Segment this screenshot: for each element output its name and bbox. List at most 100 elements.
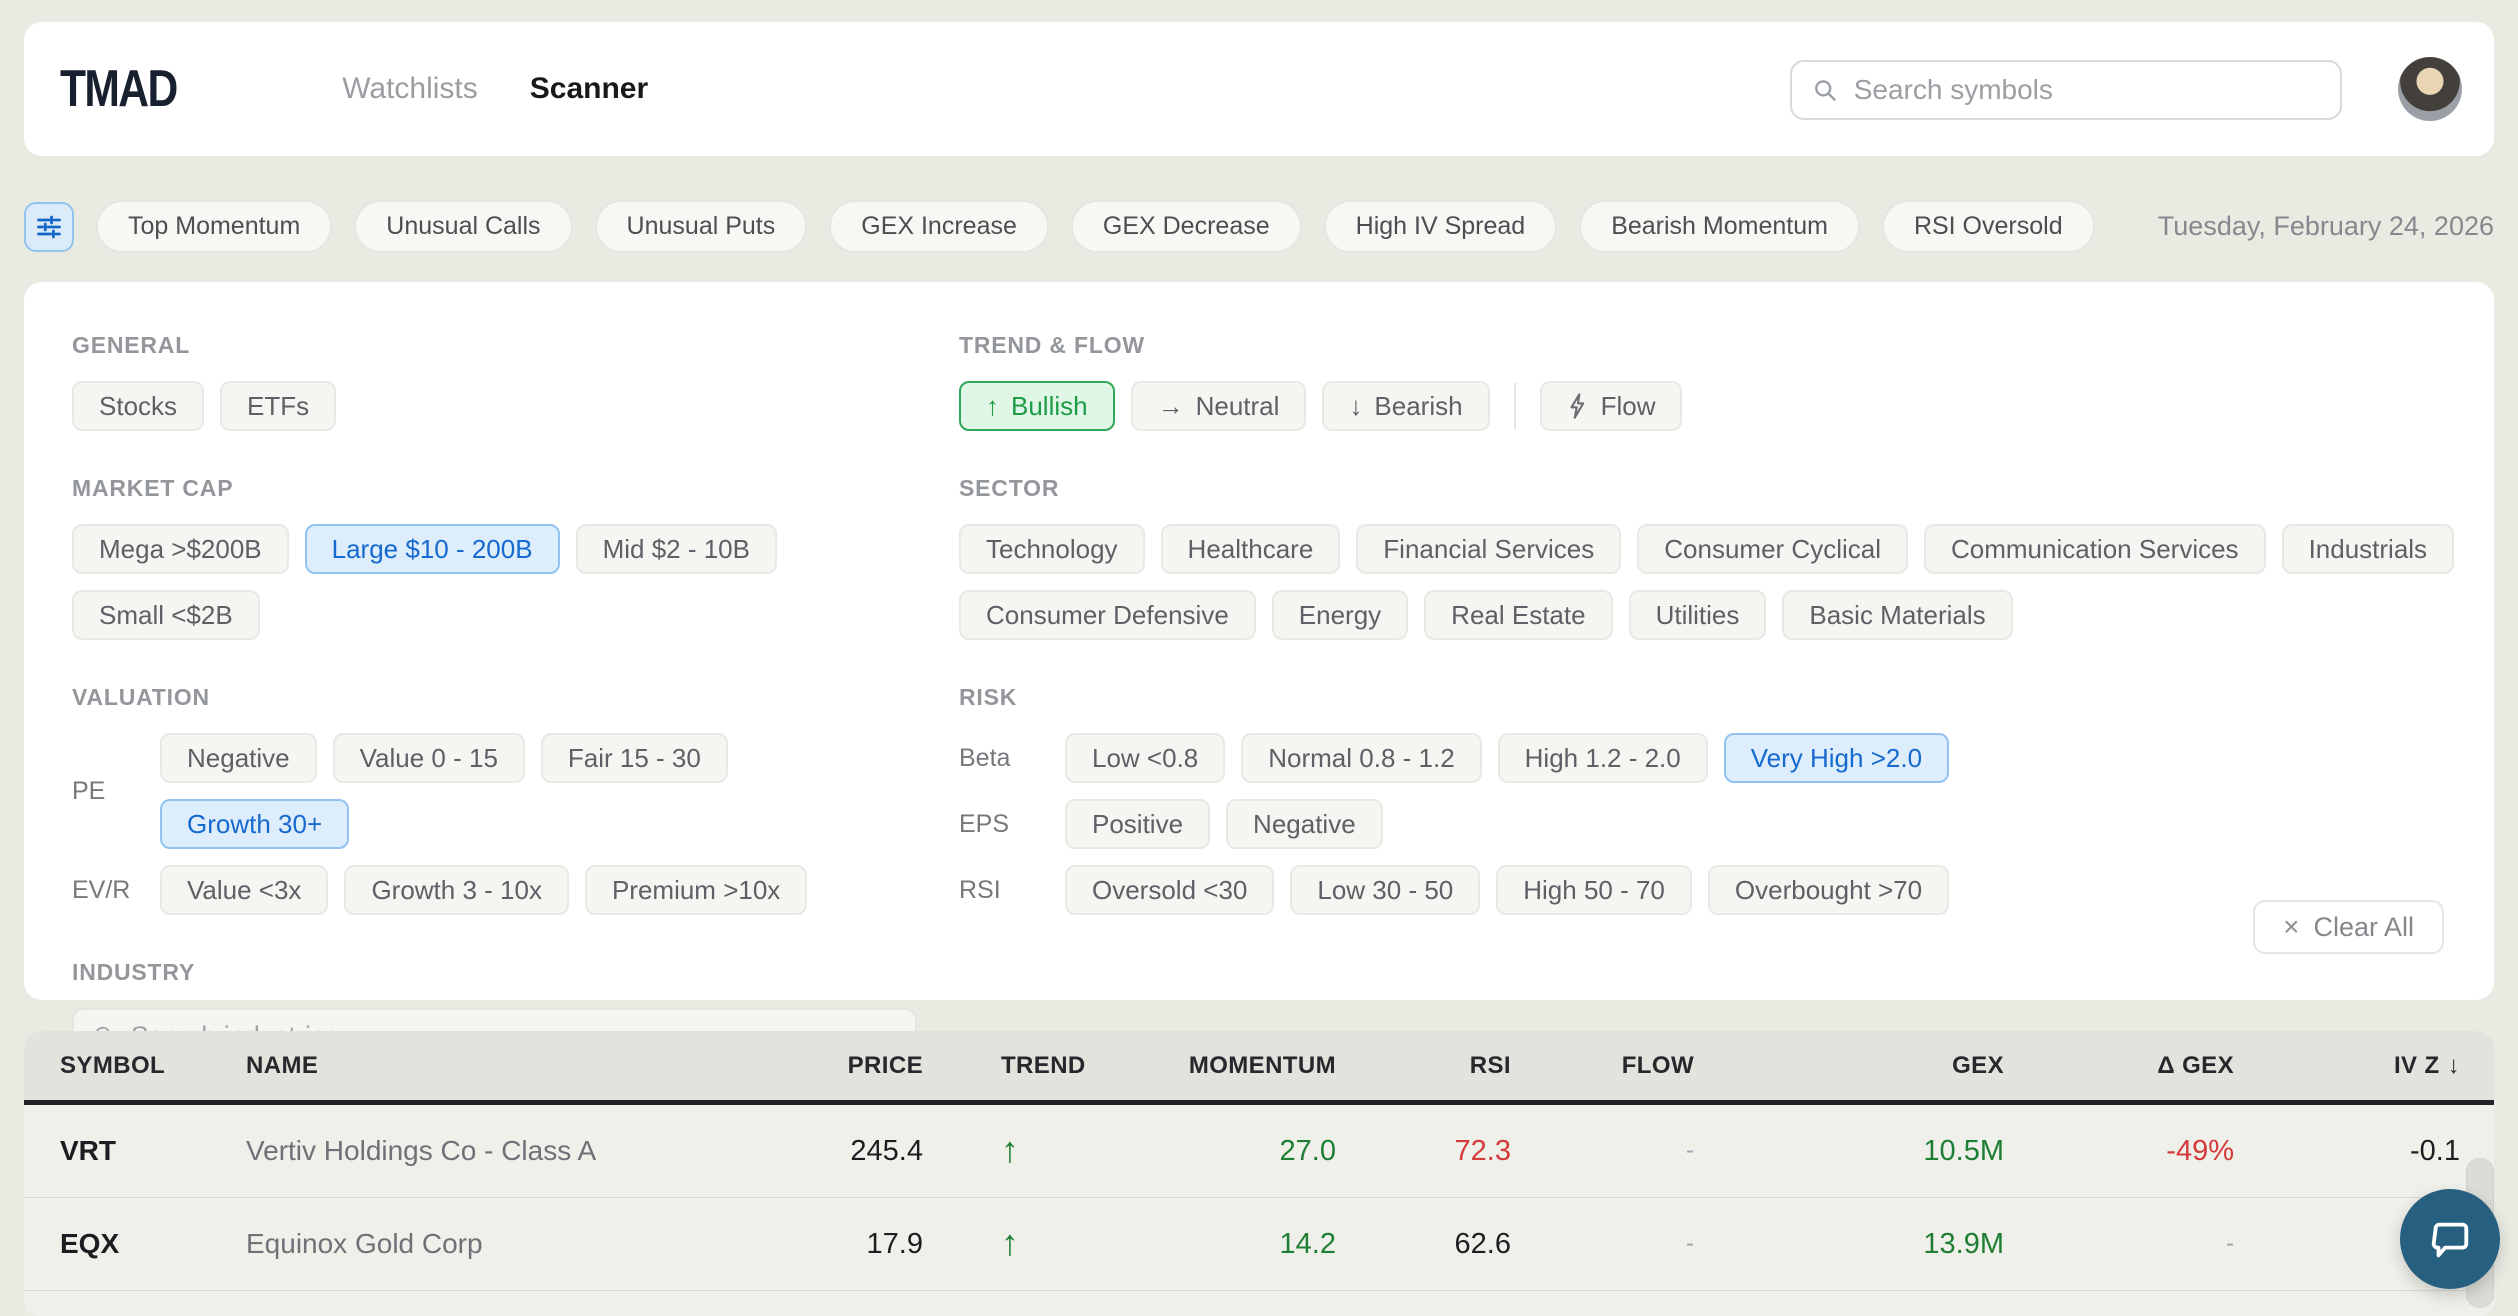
filter-chip-evr-premium[interactable]: Premium >10x bbox=[584, 865, 808, 915]
filter-chip-communication-services[interactable]: Communication Services bbox=[1924, 524, 2266, 574]
col-gex[interactable]: GEX bbox=[1952, 1051, 2004, 1079]
filter-chip-consumer-cyclical[interactable]: Consumer Cyclical bbox=[1637, 524, 1908, 574]
filter-chip-healthcare[interactable]: Healthcare bbox=[1160, 524, 1341, 574]
preset-chip-high-iv-spread[interactable]: High IV Spread bbox=[1323, 200, 1558, 253]
symbol-search[interactable] bbox=[1790, 60, 2342, 120]
filter-chip-technology[interactable]: Technology bbox=[959, 524, 1145, 574]
beta-label: Beta bbox=[959, 743, 1011, 772]
col-flow[interactable]: FLOW bbox=[1621, 1051, 1694, 1079]
table-row[interactable]: EQX Equinox Gold Corp 17.9 ↑ 14.2 62.6 -… bbox=[24, 1198, 2494, 1291]
filter-panel: GENERAL Stocks ETFs MARKET CAP Mega >$20… bbox=[24, 282, 2494, 1064]
tab-watchlists[interactable]: Watchlists bbox=[342, 72, 478, 105]
filter-chip-mid[interactable]: Mid $2 - 10B bbox=[575, 524, 777, 574]
col-price[interactable]: PRICE bbox=[847, 1051, 923, 1079]
cell-flow: - bbox=[1686, 1230, 1694, 1257]
symbol-search-input[interactable] bbox=[1853, 74, 2320, 106]
cell-price: 245.4 bbox=[850, 1134, 923, 1167]
filter-chip-beta-low[interactable]: Low <0.8 bbox=[1065, 733, 1226, 783]
col-momentum[interactable]: MOMENTUM bbox=[1188, 1051, 1336, 1079]
filter-chip-pe-negative[interactable]: Negative bbox=[160, 733, 317, 783]
cell-name: Equinox Gold Corp bbox=[246, 1228, 483, 1259]
chat-button[interactable] bbox=[2400, 1189, 2500, 1289]
section-label-market-cap: MARKET CAP bbox=[72, 475, 234, 501]
filter-chip-pe-fair[interactable]: Fair 15 - 30 bbox=[540, 733, 728, 783]
preset-chip-gex-increase[interactable]: GEX Increase bbox=[829, 200, 1049, 253]
filter-chip-large[interactable]: Large $10 - 200B bbox=[304, 524, 560, 574]
filter-chip-industrials[interactable]: Industrials bbox=[2281, 524, 2455, 574]
pe-label: PE bbox=[72, 776, 106, 805]
filter-chip-etfs[interactable]: ETFs bbox=[220, 381, 337, 431]
market-cap-options: Mega >$200B Large $10 - 200B Mid $2 - 10… bbox=[72, 524, 922, 640]
filter-chip-beta-very-high[interactable]: Very High >2.0 bbox=[1723, 733, 1950, 783]
col-delta-gex[interactable]: Δ GEX bbox=[2157, 1051, 2234, 1079]
filter-chip-rsi-high[interactable]: High 50 - 70 bbox=[1496, 865, 1692, 915]
cell-rsi: 62.6 bbox=[1454, 1227, 1511, 1260]
top-nav: TMAD Watchlists Scanner bbox=[24, 22, 2494, 156]
beta-row: Beta Low <0.8 Normal 0.8 - 1.2 High 1.2 … bbox=[959, 733, 2459, 783]
col-name[interactable]: NAME bbox=[246, 1051, 319, 1079]
filter-chip-pe-value[interactable]: Value 0 - 15 bbox=[332, 733, 525, 783]
preset-chip-rsi-oversold[interactable]: RSI Oversold bbox=[1881, 200, 2095, 253]
section-label-trend-flow: TREND & FLOW bbox=[959, 332, 1145, 358]
preset-chip-top-momentum[interactable]: Top Momentum bbox=[96, 200, 333, 253]
filter-chip-beta-normal[interactable]: Normal 0.8 - 1.2 bbox=[1241, 733, 1482, 783]
filter-chip-eps-negative[interactable]: Negative bbox=[1226, 799, 1383, 849]
sector-options-row1: Technology Healthcare Financial Services… bbox=[959, 524, 2459, 574]
eps-row: EPS Positive Negative bbox=[959, 799, 2459, 849]
preset-chip-bearish-momentum[interactable]: Bearish Momentum bbox=[1579, 200, 1860, 253]
search-icon bbox=[1815, 80, 1836, 101]
chat-icon bbox=[2431, 1222, 2469, 1258]
filter-chip-evr-growth[interactable]: Growth 3 - 10x bbox=[344, 865, 569, 915]
section-label-sector: SECTOR bbox=[959, 475, 1060, 501]
filter-chip-mega[interactable]: Mega >$200B bbox=[72, 524, 289, 574]
trend-up-icon: ↑ bbox=[1001, 1129, 1019, 1170]
filter-chip-rsi-oversold[interactable]: Oversold <30 bbox=[1065, 865, 1275, 915]
col-trend[interactable]: TREND bbox=[1001, 1051, 1086, 1079]
tab-scanner[interactable]: Scanner bbox=[529, 72, 649, 105]
filter-chip-real-estate[interactable]: Real Estate bbox=[1424, 590, 1613, 640]
clear-all-button[interactable]: × Clear All bbox=[2253, 900, 2444, 954]
evr-label: EV/R bbox=[72, 875, 131, 904]
filter-chip-bullish[interactable]: ↑ Bullish bbox=[959, 381, 1115, 431]
filter-chip-flow[interactable]: Flow bbox=[1539, 381, 1683, 431]
rsi-label: RSI bbox=[959, 875, 1001, 904]
divider bbox=[1513, 383, 1516, 429]
filter-chip-evr-value[interactable]: Value <3x bbox=[160, 865, 329, 915]
arrow-right-icon: → bbox=[1157, 390, 1184, 421]
cell-iv-z: -0.1 bbox=[2410, 1134, 2460, 1167]
filter-chip-eps-positive[interactable]: Positive bbox=[1065, 799, 1211, 849]
avatar[interactable] bbox=[2398, 57, 2462, 121]
filter-chip-energy[interactable]: Energy bbox=[1271, 590, 1409, 640]
filter-chip-small[interactable]: Small <$2B bbox=[72, 590, 260, 640]
col-symbol[interactable]: SYMBOL bbox=[60, 1051, 166, 1079]
col-rsi[interactable]: RSI bbox=[1469, 1051, 1511, 1079]
table-row[interactable]: VRT Vertiv Holdings Co - Class A 245.4 ↑… bbox=[24, 1105, 2494, 1198]
pe-row: PE Negative Value 0 - 15 Fair 15 - 30 Gr… bbox=[72, 733, 922, 849]
cell-momentum: 27.0 bbox=[1279, 1134, 1336, 1167]
preset-chip-unusual-calls[interactable]: Unusual Calls bbox=[354, 200, 573, 253]
trend-flow-options: ↑ Bullish → Neutral ↓ Bearish Flow bbox=[959, 381, 2459, 431]
current-date: Tuesday, February 24, 2026 bbox=[2157, 211, 2494, 241]
filter-chip-pe-growth[interactable]: Growth 30+ bbox=[160, 799, 350, 849]
cell-symbol: VRT bbox=[60, 1135, 116, 1166]
preset-chip-gex-decrease[interactable]: GEX Decrease bbox=[1070, 200, 1302, 253]
filter-chip-basic-materials[interactable]: Basic Materials bbox=[1782, 590, 2013, 640]
app-logo: TMAD bbox=[60, 60, 178, 118]
filter-chip-stocks[interactable]: Stocks bbox=[72, 381, 205, 431]
general-options: Stocks ETFs bbox=[72, 381, 922, 431]
filter-chip-neutral[interactable]: → Neutral bbox=[1130, 381, 1307, 431]
filter-toggle-button[interactable] bbox=[24, 201, 74, 252]
filter-chip-consumer-defensive[interactable]: Consumer Defensive bbox=[959, 590, 1256, 640]
sliders-icon bbox=[37, 215, 61, 238]
filter-chip-financial-services[interactable]: Financial Services bbox=[1356, 524, 1622, 574]
filter-chip-beta-high[interactable]: High 1.2 - 2.0 bbox=[1497, 733, 1708, 783]
filter-chip-bearish[interactable]: ↓ Bearish bbox=[1322, 381, 1490, 431]
filter-chip-rsi-overbought[interactable]: Overbought >70 bbox=[1707, 865, 1950, 915]
filter-chip-utilities[interactable]: Utilities bbox=[1628, 590, 1767, 640]
results-table: SYMBOL NAME PRICE TREND MOMENTUM RSI FLO… bbox=[24, 1031, 2494, 1316]
cell-rsi: 72.3 bbox=[1454, 1134, 1511, 1167]
cell-price: 17.9 bbox=[866, 1227, 923, 1260]
col-iv-z[interactable]: IV Z ↓ bbox=[2393, 1051, 2460, 1079]
filter-chip-rsi-low[interactable]: Low 30 - 50 bbox=[1290, 865, 1481, 915]
preset-chip-unusual-puts[interactable]: Unusual Puts bbox=[594, 200, 808, 253]
